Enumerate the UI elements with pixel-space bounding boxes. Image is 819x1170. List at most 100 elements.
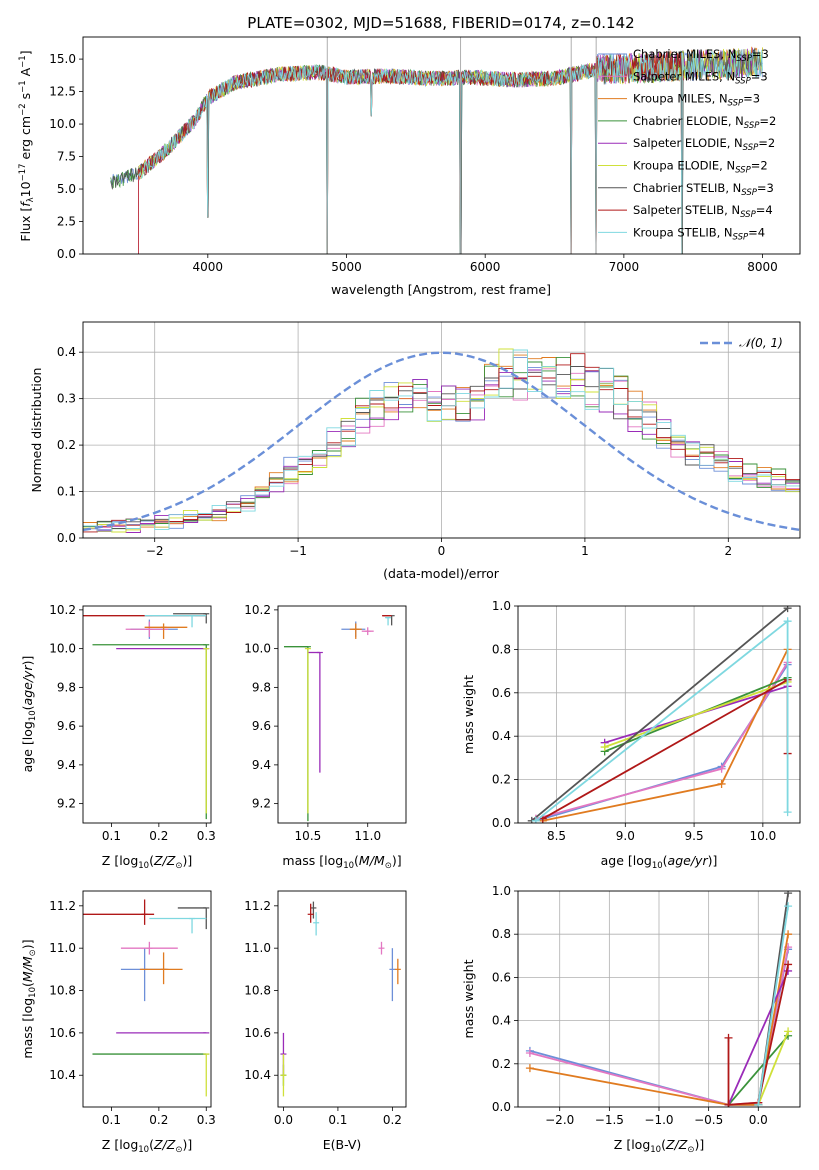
y-tick-label: 10.8 [49,984,76,998]
series-marker [724,1033,733,1042]
x-axis-label: mass [log10(M/M⊙)] [282,853,401,871]
y-tick-label: 2.5 [57,215,76,229]
legend-label: Kroupa STELIB, NSSP=4 [633,225,765,242]
x-axis-label: Z [log10(Z/Z⊙)] [102,853,192,871]
text-span: Kroupa MILES, N [633,92,728,106]
y-tick-label: 12.5 [49,85,76,99]
y-tick-label: 9.2 [252,797,271,811]
text-span: )] [182,1137,192,1152]
text-span: f [18,201,33,207]
y-tick-label: 0.0 [492,1100,511,1114]
axes-frame [277,605,407,824]
text-span: M/M [20,956,35,982]
legend-label: Chabrier STELIB, NSSP=3 [633,181,774,198]
text-span: age [log [20,721,35,772]
x-tick-label: 0.0 [749,1113,768,1127]
text-span: )] [694,1137,704,1152]
axes-frame [517,605,801,824]
y-tick-label: 0.0 [57,531,76,545]
y-tick-label: 0.4 [492,1014,511,1028]
x-tick-label: 2 [724,544,732,558]
y-tick-label: 0.4 [57,345,76,359]
x-axis-label: Z [log10(Z/Z⊙)] [614,1137,704,1155]
y-tick-label: 0.2 [492,1057,511,1071]
y-tick-label: 0.2 [492,773,511,787]
x-tick-label: 0.3 [197,1113,216,1127]
text-span: s [18,93,33,104]
text-span: Flux [ [18,207,33,242]
text-span: erg cm [18,116,33,164]
axes-massweight_vs_age: 8.5 9.0 9.5 10.0 0.0 0.2 0.4 0.6 0.8 1.0 mass weig… [461,599,801,871]
y-tick-label: 0.1 [57,485,76,499]
y-axis-label: mass weight [461,675,476,754]
text-span: ⊙ [385,861,392,871]
x-tick-label: 10.0 [749,829,776,843]
text-span: (0, 1) [751,336,783,350]
x-tick-label: −1 [289,544,307,558]
y-tick-label: 10.0 [49,117,76,131]
y-tick-label: 9.6 [252,719,271,733]
text-span: ( [663,853,668,868]
y-tick-label: 11.0 [49,941,76,955]
text-span: Z [log [102,1137,138,1152]
y-tick-label: 9.8 [57,680,76,694]
y-tick-label: 9.6 [57,719,76,733]
y-tick-label: 0.3 [57,392,76,406]
y-tick-label: 0.4 [492,729,511,743]
text-span: 10 [652,861,663,871]
y-tick-label: 7.5 [57,150,76,164]
series-marker [784,930,793,939]
axes-frame [82,321,801,539]
text-span: ( [661,1137,666,1152]
x-tick-label: 7000 [609,260,640,274]
series-marker [724,1100,733,1107]
series-marker [783,808,792,817]
text-span: ] [18,50,33,55]
text-span: SSP [744,121,760,131]
axes-age_vs_mass: 10.5 11.0 9.2 9.4 9.6 9.8 10.0 10.2 mass [log10(… [244,603,407,871]
histogram-kroupa-stelib [83,349,800,532]
text-span: Kroupa ELODIE, N [633,159,735,173]
text-span: Z/Z [665,1137,688,1152]
x-tick-label: 0.2 [149,829,168,843]
text-span: 10 [28,987,38,998]
text-span: SSP [741,188,757,198]
series-line-kroupa-stelib [757,905,789,1105]
y-tick-label: 0.0 [57,247,76,261]
text-span: SSP [735,76,751,86]
y-tick-label: 10.0 [49,642,76,656]
x-tick-label: 6000 [470,260,501,274]
x-tick-label: 1 [581,544,589,558]
plot-spectrum [110,37,763,254]
text-span: )] [20,656,35,666]
series-marker [717,764,726,773]
text-span: Salpeter MILES, N [633,69,735,83]
text-span: Kroupa STELIB, N [633,225,733,239]
axes-spectrum: 4000 5000 6000 7000 8000 0.0 2.5 5.0 7.5 10.0 12.5… [18,36,801,297]
text-span: 10 [18,181,33,197]
text-span: Salpeter ELODIE, N [633,136,743,150]
legend-label: Kroupa MILES, NSSP=3 [633,92,760,109]
plot-massweight_vs_age [518,606,800,823]
text-span: −1 [18,55,28,68]
axes-frame [277,890,407,1108]
x-tick-label: 5000 [331,260,362,274]
text-span: ( [354,853,359,868]
legend-label: Salpeter ELODIE, NSSP=2 [633,136,775,153]
y-tick-label: 0.6 [492,686,511,700]
y-tick-label: 15.0 [49,52,76,66]
text-span: −17 [18,163,28,181]
y-tick-label: 11.2 [244,899,271,913]
y-axis-label: mass [log10(M/M⊙)] [20,939,38,1058]
y-tick-label: 10.4 [49,1068,76,1082]
text-span: ( [149,853,154,868]
y-tick-label: 1.0 [492,599,511,613]
x-tick-label: −1.0 [644,1113,673,1127]
text-span: 𝒩 [739,336,754,350]
x-tick-label: −1.5 [595,1113,624,1127]
plot-age_vs_mass [283,615,395,822]
series-marker [784,902,793,911]
y-axis-label: age [log10(age/yr)] [20,656,38,773]
text-span: =3 [751,69,768,83]
